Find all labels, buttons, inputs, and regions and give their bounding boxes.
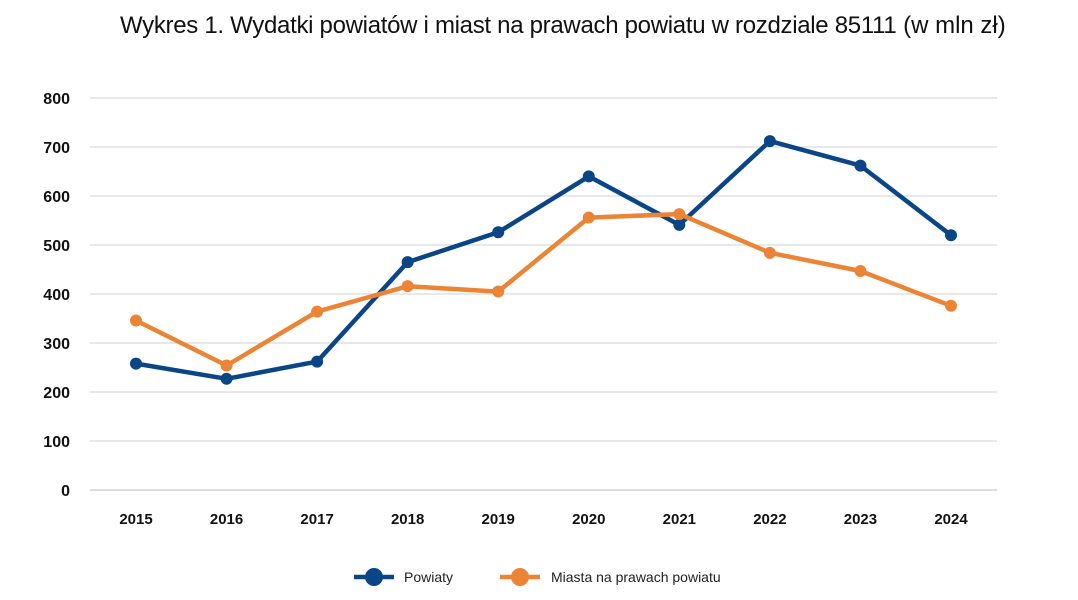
legend-swatch-marker-0 <box>365 568 383 586</box>
y-tick-label: 200 <box>43 385 70 402</box>
data-point-0-2020 <box>582 170 595 183</box>
data-point-0-2024 <box>945 229 957 242</box>
data-point-1-2015 <box>130 314 142 327</box>
data-point-0-2018 <box>401 256 414 269</box>
data-point-0-2019 <box>492 226 505 239</box>
data-point-1-2022 <box>763 246 776 259</box>
y-tick-label: 0 <box>61 483 70 500</box>
x-tick-label: 2016 <box>210 511 243 528</box>
data-point-1-2021 <box>673 208 686 221</box>
series-lines <box>133 138 954 382</box>
legend-swatch-marker-1 <box>511 568 529 586</box>
x-axis-ticks: 2015 2016 2017 2018 2019 2020 2021 2022 2023 2024 <box>119 511 968 528</box>
legend-label-0: Powiaty <box>404 569 453 585</box>
legend: Powiaty Miasta na prawach powiatu <box>354 568 721 586</box>
chart-title-unit: (w mln zł) <box>903 12 1006 39</box>
data-point-0-2015 <box>130 357 142 370</box>
data-point-0-2016 <box>220 372 233 385</box>
data-point-1-2018 <box>401 280 414 293</box>
x-tick-label: 2015 <box>119 511 152 528</box>
x-tick-label: 2017 <box>300 511 333 528</box>
series-line-1 <box>133 211 954 368</box>
y-tick-label: 100 <box>43 434 70 451</box>
x-tick-label: 2019 <box>482 511 515 528</box>
y-tick-label: 400 <box>43 287 70 304</box>
data-point-1-2020 <box>582 211 595 224</box>
legend-label-1: Miasta na prawach powiatu <box>551 569 721 585</box>
data-point-1-2023 <box>854 264 867 277</box>
data-point-1-2019 <box>492 285 505 298</box>
series-points <box>130 135 957 385</box>
y-tick-label: 300 <box>43 336 70 353</box>
chart-title-main: Wykres 1. Wydatki powiatów i miast na pr… <box>120 12 897 39</box>
y-tick-label: 700 <box>43 140 70 157</box>
data-point-0-2021 <box>673 218 686 231</box>
y-tick-label: 500 <box>43 238 70 255</box>
y-axis-ticks: 0 100 200 300 400 500 600 700 800 <box>43 91 70 500</box>
x-tick-label: 2020 <box>572 511 605 528</box>
x-tick-label: 2022 <box>753 511 786 528</box>
series-line-0 <box>133 138 954 382</box>
data-point-1-2024 <box>945 299 957 312</box>
y-tick-label: 600 <box>43 189 70 206</box>
data-point-0-2023 <box>854 159 867 172</box>
data-point-1-2017 <box>311 305 324 318</box>
x-tick-label: 2024 <box>934 511 968 528</box>
data-point-1-2016 <box>220 359 233 372</box>
data-point-0-2017 <box>311 355 324 368</box>
x-tick-label: 2018 <box>391 511 424 528</box>
chart-title: Wykres 1. Wydatki powiatów i miast na pr… <box>120 12 1060 40</box>
y-tick-label: 800 <box>43 91 70 108</box>
grid-lines <box>90 97 997 491</box>
x-tick-label: 2023 <box>844 511 877 528</box>
x-tick-label: 2021 <box>663 511 696 528</box>
data-point-0-2022 <box>763 135 776 148</box>
